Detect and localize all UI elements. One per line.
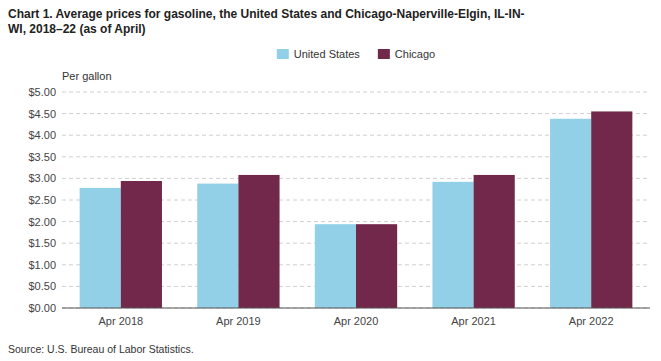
bars xyxy=(80,111,633,308)
x-tick-label: Apr 2019 xyxy=(216,315,261,327)
bar xyxy=(474,175,515,308)
legend-label: United States xyxy=(294,48,361,60)
bar xyxy=(197,184,238,308)
grid-line xyxy=(62,113,650,114)
legend-swatch xyxy=(277,49,289,59)
bar xyxy=(591,111,632,308)
y-tick-label: $4.00 xyxy=(28,129,56,141)
y-tick-label: $1.50 xyxy=(28,237,56,249)
chart: Chart 1. Average prices for gasoline, th… xyxy=(0,0,661,361)
y-tick-label: $0.00 xyxy=(28,302,56,314)
y-tick-label: $2.50 xyxy=(28,194,56,206)
y-tick-label: $5.00 xyxy=(28,86,56,98)
bar xyxy=(356,224,397,308)
y-tick-label: $3.00 xyxy=(28,172,56,184)
legend-item: United States xyxy=(277,48,361,60)
bar xyxy=(432,182,473,308)
x-tick-label: Apr 2021 xyxy=(451,315,496,327)
bar xyxy=(121,181,162,308)
legend-swatch xyxy=(378,49,390,59)
x-tick-label: Apr 2020 xyxy=(334,315,379,327)
grid-line xyxy=(62,92,650,93)
x-tick-label: Apr 2018 xyxy=(98,315,143,327)
legend-label: Chicago xyxy=(395,48,435,60)
bar xyxy=(550,119,591,308)
title-line: Chart 1. Average prices for gasoline, th… xyxy=(8,7,525,21)
x-axis-line xyxy=(62,308,650,309)
legend-item: Chicago xyxy=(378,48,435,60)
title-line: WI, 2018–22 (as of April) xyxy=(8,22,146,36)
bar xyxy=(315,224,356,308)
y-axis-label: Per gallon xyxy=(62,70,112,82)
y-tick-label: $2.00 xyxy=(28,216,56,228)
bar xyxy=(238,175,279,308)
y-grid xyxy=(62,92,650,308)
title: Chart 1. Average prices for gasoline, th… xyxy=(8,7,525,36)
y-tick-label: $3.50 xyxy=(28,151,56,163)
source-note: Source: U.S. Bureau of Labor Statistics. xyxy=(8,343,194,355)
y-tick-label: $1.00 xyxy=(28,259,56,271)
y-tick-label: $0.50 xyxy=(28,280,56,292)
y-tick-label: $4.50 xyxy=(28,108,56,120)
x-tick-label: Apr 2022 xyxy=(569,315,614,327)
legend: United States Chicago xyxy=(277,48,435,60)
grid-line xyxy=(62,308,650,309)
bar xyxy=(80,188,121,308)
